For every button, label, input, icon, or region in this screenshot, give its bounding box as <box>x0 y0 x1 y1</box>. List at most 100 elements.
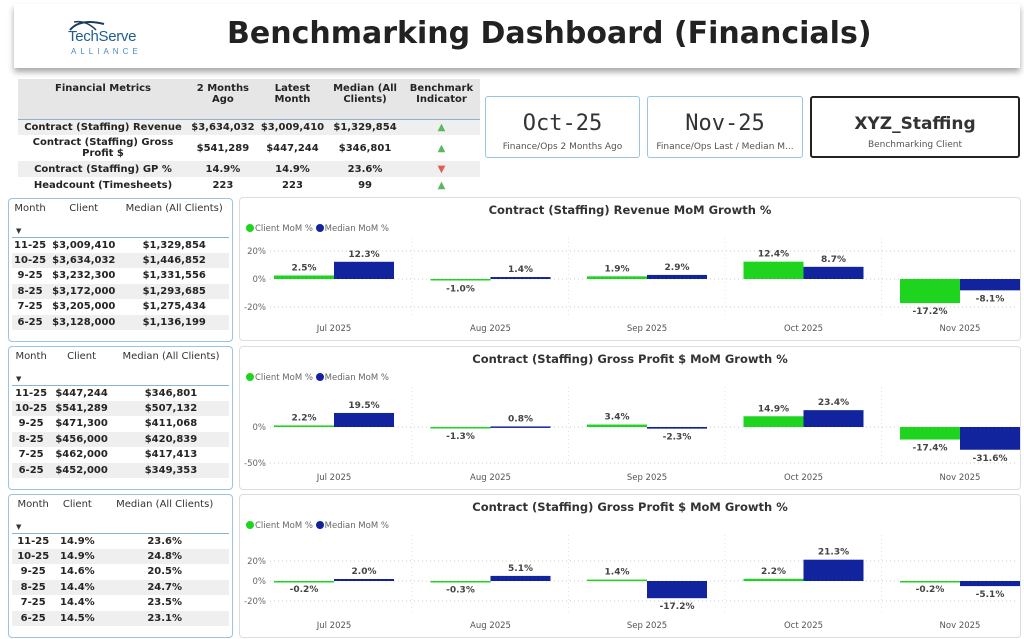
bar-median <box>334 261 394 279</box>
triangle-up-icon: ▲ <box>402 119 480 135</box>
table-cell: 6-25 <box>12 462 51 478</box>
card-label: Finance/Ops 2 Months Ago <box>502 142 623 152</box>
legend-dot-icon <box>246 224 254 232</box>
table-row: 7-25 14.4% 23.5% <box>12 595 229 611</box>
monthly-table: Month ▼ Client Median (All Clients) 11-25 $44… <box>8 346 233 490</box>
kpi-card-2-months-ago: Oct-25 Finance/Ops 2 Months Ago <box>485 96 640 158</box>
sort-desc-icon[interactable]: ▼ <box>16 522 22 531</box>
cell-latest: 223 <box>282 179 303 191</box>
col-header[interactable]: Latest Month <box>257 79 328 120</box>
data-label: -5.1% <box>976 590 1005 600</box>
mom-growth-chart: Contract (Staffing) Revenue MoM Growth %… <box>239 197 1021 341</box>
bar-median <box>803 559 864 581</box>
table-cell: 11-25 <box>14 239 47 251</box>
col-header[interactable]: Median (All Clients) <box>112 351 229 386</box>
col-header[interactable]: Month ▼ <box>12 351 51 386</box>
mom-growth-chart: Contract (Staffing) Gross Profit $ MoM G… <box>239 494 1021 638</box>
bar-client <box>430 279 491 281</box>
data-label: -8.1% <box>976 294 1005 304</box>
legend-label[interactable]: Client MoM % <box>255 521 313 531</box>
col-header[interactable]: Median (All Clients) <box>100 499 229 534</box>
col-header[interactable]: Financial Metrics <box>18 79 188 120</box>
data-label: -31.6% <box>973 454 1008 464</box>
col-header[interactable]: Month ▼ <box>12 499 55 534</box>
legend-label[interactable]: Median MoM % <box>324 521 389 531</box>
chart-title: Contract (Staffing) Gross Profit $ MoM G… <box>472 500 788 514</box>
logo-swoosh-icon <box>69 20 105 31</box>
legend-label[interactable]: Median MoM % <box>324 373 389 383</box>
table-cell: $1,293,685 <box>119 283 229 299</box>
cell-median: $346,801 <box>338 142 392 154</box>
table-row: 10-25 14.9% 24.8% <box>12 548 229 564</box>
y-tick-label: -50% <box>244 459 266 469</box>
data-label: -1.0% <box>446 284 475 294</box>
col-header[interactable]: Client <box>48 203 120 238</box>
col-header[interactable]: Client <box>50 351 113 386</box>
col-header-label: Month <box>17 499 49 510</box>
header: TechServe ALLIANCE Benchmarking Dashboar… <box>14 4 1020 68</box>
table-cell: 14.4% <box>60 597 95 609</box>
table-cell: 23.6% <box>147 535 183 547</box>
table-row: 8-25 14.4% 24.7% <box>12 579 229 595</box>
sort-desc-icon[interactable]: ▼ <box>16 374 22 383</box>
mom-growth-chart: Contract (Staffing) Gross Profit $ MoM G… <box>239 346 1021 490</box>
col-header[interactable]: 2 Months Ago <box>188 79 258 120</box>
cell-latest: $447,244 <box>266 142 319 154</box>
kpi-card-client: XYZ_Staffing Benchmarking Client <box>810 96 1020 158</box>
table-cell: 10-25 <box>12 548 55 564</box>
x-tick-label: Nov 2025 <box>940 621 981 631</box>
data-label: -0.2% <box>290 585 319 595</box>
bar-client <box>743 578 804 581</box>
table-row: Contract (Staffing) GP % 14.9% 14.9% 23.6% ▼ <box>18 161 480 177</box>
x-tick-label: Nov 2025 <box>940 473 981 483</box>
monthly-table: Month ▼ Client Median (All Clients) 11-25 14.… <box>8 494 233 638</box>
table-cell: 10-25 <box>12 400 51 416</box>
table-cell: $456,000 <box>50 431 113 447</box>
cell-name: Contract (Staffing) Revenue <box>18 119 188 135</box>
y-tick-label: 20% <box>247 247 266 257</box>
col-header[interactable]: Median (All Clients) <box>119 203 229 238</box>
data-label: 2.2% <box>761 567 786 577</box>
x-tick-label: Sep 2025 <box>627 473 667 483</box>
x-tick-label: Sep 2025 <box>627 621 667 631</box>
col-header[interactable]: Benchmark Indicator <box>402 79 480 120</box>
cell-ago: $541,289 <box>196 142 250 154</box>
bar-median <box>334 579 394 581</box>
table-cell: $541,289 <box>50 400 113 416</box>
table-cell: 9-25 <box>20 566 46 578</box>
sort-desc-icon[interactable]: ▼ <box>16 226 22 235</box>
legend-label[interactable]: Median MoM % <box>324 224 389 234</box>
table-cell: 7-25 <box>17 301 43 313</box>
bar-client <box>430 581 491 583</box>
col-header-label: Client <box>67 351 97 362</box>
bar-median <box>490 426 551 428</box>
data-label: -17.2% <box>660 602 695 612</box>
table-cell: $1,275,434 <box>142 301 206 313</box>
bar-client <box>743 416 804 427</box>
legend-dot-icon <box>246 521 254 529</box>
table-row: 11-25 14.9% 23.6% <box>12 533 229 549</box>
table-cell: 10-25 <box>12 252 49 268</box>
bar-client <box>900 427 960 440</box>
col-header[interactable]: Client <box>54 499 101 534</box>
legend-dot-icon <box>246 373 254 381</box>
data-label: 2.5% <box>292 264 317 274</box>
table-cell: $411,068 <box>144 418 198 430</box>
bar-client <box>587 424 647 427</box>
table-cell: 14.5% <box>54 610 101 626</box>
data-label: -0.3% <box>446 585 475 595</box>
table-cell: $417,413 <box>144 449 198 461</box>
x-tick-label: Nov 2025 <box>940 324 981 334</box>
table-cell: 9-25 <box>17 270 43 282</box>
legend-label[interactable]: Client MoM % <box>255 373 313 383</box>
chart-legend: Client MoM % Median MoM % <box>246 521 389 531</box>
data-label: 12.3% <box>348 250 379 260</box>
col-header[interactable]: Median (All Clients) <box>327 79 403 120</box>
table-cell: 6-25 <box>12 314 49 330</box>
y-tick-label: -20% <box>244 303 266 313</box>
legend-label[interactable]: Client MoM % <box>255 224 313 234</box>
col-header[interactable]: Month ▼ <box>12 203 49 238</box>
table-cell: 11-25 <box>15 387 48 399</box>
card-value: XYZ_Staffing <box>854 114 976 134</box>
bar-median <box>960 279 1020 291</box>
